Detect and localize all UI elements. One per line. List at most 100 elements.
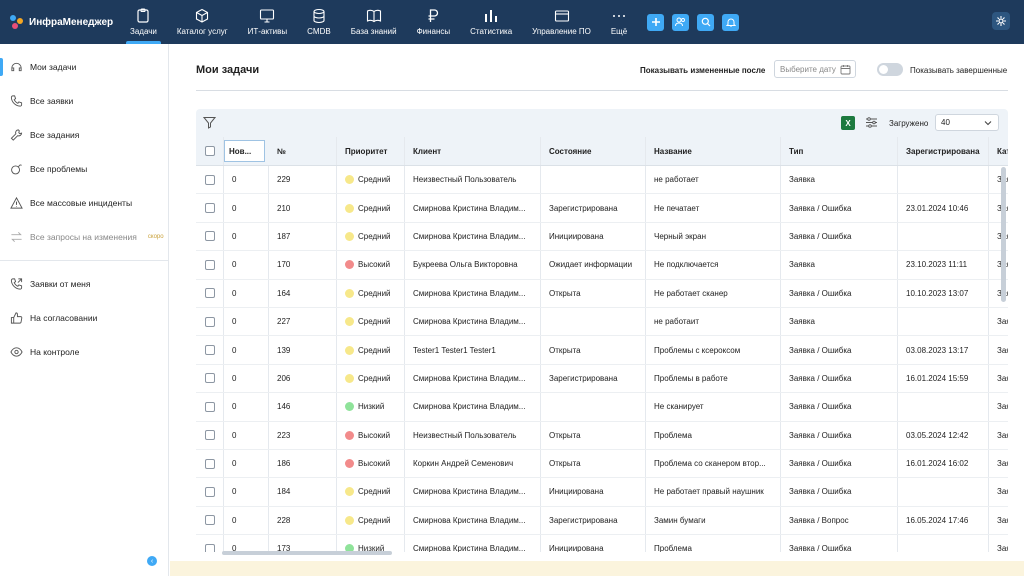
cell-name: Проблемы в работе: [646, 364, 781, 393]
row-checkbox[interactable]: [204, 373, 215, 384]
table-row[interactable]: 0 146 Низкий Смирнова Кристина Владим... Не …: [196, 393, 1008, 422]
nav-item-label: Статистика: [470, 26, 513, 36]
row-checkbox[interactable]: [204, 203, 215, 214]
table-row[interactable]: 0 228 Средний Смирнова Кристина Владим... За…: [196, 506, 1008, 536]
select-all-checkbox[interactable]: [204, 146, 215, 156]
notifications-button[interactable]: [722, 13, 740, 31]
table-row[interactable]: 0 164 Средний Смирнова Кристина Владим... От…: [196, 279, 1008, 308]
table-row[interactable]: 0 184 Средний Смирнова Кристина Владим... Ин…: [196, 478, 1008, 507]
table-row[interactable]: 0 223 Высокий Неизвестный Пользователь Откры…: [196, 421, 1008, 450]
nav-item-4[interactable]: База знаний: [341, 0, 407, 44]
sidebar-item-0-3[interactable]: Все проблемы: [0, 152, 168, 186]
priority-badge: Средний: [345, 373, 391, 383]
table-row[interactable]: 0 170 Высокий Букреева Ольга Викторовна Ожид…: [196, 251, 1008, 280]
sidebar-item-0-2[interactable]: Все задания: [0, 118, 168, 152]
sidebar-item-1-1[interactable]: На согласовании: [0, 301, 168, 335]
table-row[interactable]: 0 210 Средний Смирнова Кристина Владим... За…: [196, 194, 1008, 223]
cell-client: Неизвестный Пользователь: [405, 421, 541, 449]
grid-toolbar: X Загружено 40: [196, 109, 1008, 137]
row-checkbox[interactable]: [204, 345, 215, 356]
row-select-cell: [196, 535, 224, 552]
row-checkbox[interactable]: [204, 174, 215, 185]
row-checkbox[interactable]: [204, 430, 215, 441]
column-header-num[interactable]: №: [269, 137, 337, 165]
sidebar-item-0-0[interactable]: Мои задачи: [0, 50, 168, 84]
cell-client: Смирнова Кристина Владим...: [405, 364, 541, 393]
row-select-cell: [196, 307, 224, 336]
row-select-cell: [196, 449, 224, 478]
wrench-icon: [10, 129, 23, 142]
priority-badge: Средний: [345, 288, 391, 298]
cell-name: Не работает сканер: [646, 279, 781, 307]
nav-item-7[interactable]: Управление ПО: [522, 0, 601, 44]
column-header-reg[interactable]: Зарегистрирована: [898, 137, 989, 165]
column-header-name[interactable]: Название: [646, 137, 781, 165]
row-checkbox[interactable]: [204, 288, 215, 299]
search-button[interactable]: [697, 13, 715, 31]
row-checkbox[interactable]: [204, 316, 215, 327]
table-row[interactable]: 0 186 Высокий Коркин Андрей Семенович Открыт…: [196, 449, 1008, 479]
nav-item-label: ИТ-активы: [247, 26, 288, 36]
cell-name: Проблема: [646, 535, 781, 552]
sidebar-item-1-2[interactable]: На контроле: [0, 335, 168, 369]
table-row[interactable]: 0 187 Средний Смирнова Кристина Владим... Ин…: [196, 222, 1008, 252]
cell-type: Заявка / Ошибка: [781, 364, 898, 393]
nav-item-6[interactable]: Статистика: [460, 0, 522, 44]
column-header-cat[interactable]: Катего: [989, 137, 1008, 165]
nav-item-3[interactable]: CMDB: [297, 0, 341, 44]
show-completed-toggle[interactable]: [877, 63, 903, 76]
nav-item-label: База знаний: [350, 26, 397, 36]
cell-type: Заявка: [781, 166, 898, 194]
date-picker-input[interactable]: Выберите дату: [774, 60, 856, 78]
row-checkbox[interactable]: [204, 231, 215, 242]
user-menu-button[interactable]: [992, 12, 1010, 30]
loaded-count-select[interactable]: 40: [935, 114, 999, 131]
column-header-client[interactable]: Клиент: [405, 137, 541, 165]
row-checkbox[interactable]: [204, 543, 215, 552]
column-settings-icon[interactable]: [865, 116, 878, 129]
sidebar-item-0-1[interactable]: Все заявки: [0, 84, 168, 118]
vertical-scrollbar[interactable]: [1001, 167, 1006, 302]
row-checkbox[interactable]: [204, 259, 215, 270]
nav-item-2[interactable]: ИТ-активы: [238, 0, 297, 44]
table-row[interactable]: 0 227 Средний Смирнова Кристина Владим... не…: [196, 307, 1008, 337]
column-header-type[interactable]: Тип: [781, 137, 898, 165]
column-header-prio[interactable]: Приоритет: [337, 137, 405, 165]
filter-icon[interactable]: [203, 116, 216, 129]
brand[interactable]: ИнфраМенеджер: [0, 0, 120, 44]
excel-export-icon[interactable]: X: [841, 116, 855, 130]
cell-prio: Средний: [337, 222, 405, 251]
collapse-sidebar-button[interactable]: ‹: [147, 556, 157, 566]
row-checkbox[interactable]: [204, 486, 215, 497]
users-button[interactable]: [672, 13, 690, 31]
column-header-new[interactable]: Нов...: [224, 140, 265, 162]
cell-num: 229: [269, 166, 337, 194]
table-row[interactable]: 0 206 Средний Смирнова Кристина Владим... За…: [196, 364, 1008, 394]
nav-item-0[interactable]: Задачи: [120, 0, 167, 44]
sidebar-group: Заявки от меня На согласовании На контроле: [0, 261, 168, 375]
row-checkbox[interactable]: [204, 458, 215, 469]
create-button[interactable]: [647, 13, 665, 31]
sidebar-item-1-0[interactable]: Заявки от меня: [0, 267, 168, 301]
row-checkbox[interactable]: [204, 515, 215, 526]
nav-item-1[interactable]: Каталог услуг: [167, 0, 238, 44]
users-icon: [675, 17, 686, 27]
column-header-state[interactable]: Состояние: [541, 137, 646, 165]
sidebar-item-0-4[interactable]: Все массовые инциденты: [0, 186, 168, 220]
cell-num: 186: [269, 449, 337, 478]
nav-item-8[interactable]: Ещё: [601, 0, 637, 44]
nav-item-5[interactable]: Финансы: [407, 0, 461, 44]
top-actions: [647, 0, 740, 44]
row-checkbox[interactable]: [204, 401, 215, 412]
table-row[interactable]: 0 173 Низкий Смирнова Кристина Владим... Ини…: [196, 535, 1008, 552]
cell-num: 170: [269, 251, 337, 279]
row-select-cell: [196, 336, 224, 364]
cell-prio: Высокий: [337, 449, 405, 478]
table-row[interactable]: 0 139 Средний Tester1 Tester1 Tester1 Открыт…: [196, 336, 1008, 365]
cell-state: Инициирована: [541, 535, 646, 552]
table-row[interactable]: 0 229 Средний Неизвестный Пользователь не ра…: [196, 166, 1008, 195]
book-icon: [366, 9, 382, 23]
priority-label: Средний: [358, 317, 391, 327]
cell-num: 164: [269, 279, 337, 307]
horizontal-scrollbar[interactable]: [222, 551, 392, 555]
